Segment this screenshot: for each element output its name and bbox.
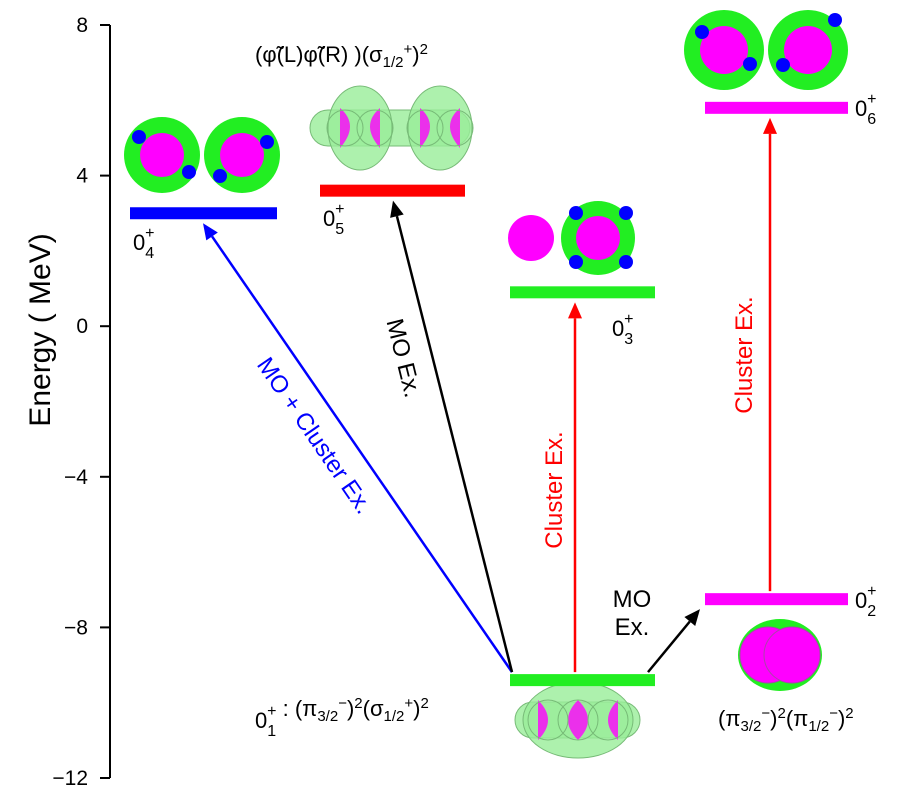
level-sub: 2: [867, 603, 876, 620]
formula-sup: 2: [845, 705, 853, 722]
arrow-head: [390, 201, 404, 218]
arrow-head: [763, 118, 777, 134]
transition-arrow: [212, 236, 512, 672]
y-tick-label: 8: [76, 14, 88, 37]
label-line: Ex.: [615, 614, 650, 641]
formula-text: ): [412, 42, 419, 67]
level-sup: +: [145, 225, 154, 242]
formula-sub: 1/2: [808, 718, 829, 735]
y-tick-label: 4: [76, 165, 88, 188]
level-sup: +: [624, 311, 633, 328]
formula-sup: 2: [777, 705, 785, 722]
formula-sup: +: [404, 695, 413, 712]
level-sup: +: [267, 703, 276, 720]
formula-text: (π: [786, 706, 809, 731]
icon-01: [515, 682, 640, 758]
arrow-head: [203, 223, 218, 240]
transition-label: Cluster Ex.: [731, 296, 758, 413]
formula-sub: 1/2: [383, 54, 404, 71]
level-label: 03 +: [612, 311, 634, 348]
formula-sup: 2: [420, 41, 428, 58]
level-sub: 4: [145, 245, 154, 262]
formula-text: ): [413, 696, 420, 721]
energy-level: [130, 207, 277, 219]
level-sup: +: [867, 91, 876, 108]
icon-04: [124, 117, 280, 193]
formula-sup: −: [338, 695, 347, 712]
level-sub: 3: [624, 331, 633, 348]
level-label: 04 +: [133, 225, 155, 262]
formula-text: (π: [718, 706, 741, 731]
level-name: 0: [323, 206, 335, 231]
y-tick-label: 0: [76, 315, 88, 338]
label-line: MO Ex.: [380, 316, 426, 400]
icon-05: [310, 86, 473, 170]
level-label: 02 +: [855, 583, 877, 620]
transition-label: MO Ex.: [380, 316, 426, 400]
transition-arrow: [397, 216, 512, 672]
label-line: Cluster Ex.: [731, 296, 758, 413]
formula-text: (σ: [363, 696, 384, 721]
formula-text: (φ̃(L)φ̃(R) )(σ: [255, 42, 383, 67]
level-label: 05 +: [323, 201, 345, 238]
formula-text: ): [770, 706, 777, 731]
level-sub: 6: [867, 111, 876, 128]
level-name: 0: [855, 96, 867, 121]
arrow-head: [568, 302, 582, 318]
configuration: (φ̃(L)φ̃(R) )(σ1/2+)2: [255, 41, 428, 71]
formula-sub: 1/2: [384, 708, 405, 725]
level-name: 0: [133, 230, 145, 255]
level-label: 01+ : (π3/2−)2(σ1/2+)2: [255, 695, 429, 740]
transition-label: Cluster Ex.: [541, 431, 568, 548]
level-sup: +: [867, 583, 876, 600]
formula-sub: 3/2: [741, 718, 762, 735]
formula-sup: 2: [354, 695, 362, 712]
y-tick-label: −12: [52, 767, 88, 790]
transition-arrow: [648, 621, 690, 672]
y-tick-label: −8: [64, 616, 88, 639]
formula-sup: 2: [421, 695, 429, 712]
formula-sup: +: [404, 41, 413, 58]
formula-sub: 3/2: [317, 708, 338, 725]
y-tick-label: −4: [64, 466, 88, 489]
label-line: Cluster Ex.: [541, 431, 568, 548]
configuration: (π3/2−)2(π1/2−)2: [718, 705, 854, 735]
label-line: MO: [613, 586, 652, 613]
level-sup: +: [335, 201, 344, 218]
y-axis-title: Energy ( MeV): [24, 233, 57, 426]
formula-text: ): [838, 706, 845, 731]
energy-level: [510, 286, 655, 298]
formula-sup: −: [829, 705, 838, 722]
label-line: MO + Cluster Ex.: [251, 353, 377, 519]
chart: Energy ( MeV) −12−8−404801+ : (π3/2−)2(σ…: [0, 0, 911, 794]
energy-level: [705, 102, 848, 114]
icon-06: [684, 10, 848, 90]
energy-level: [510, 674, 655, 686]
level-name: 0: [255, 708, 267, 733]
level-sub: 5: [335, 221, 344, 238]
formula-text: : (π: [277, 696, 318, 721]
formula-sup: −: [761, 705, 770, 722]
icon-03: [508, 201, 635, 275]
icon-02: [738, 619, 822, 691]
energy-level: [320, 185, 465, 197]
formula-text: ): [347, 696, 354, 721]
transition-label: MO + Cluster Ex.: [251, 353, 377, 519]
level-name: 0: [612, 316, 624, 341]
energy-level: [705, 593, 848, 605]
level-label: 06 +: [855, 91, 877, 128]
level-name: 0: [855, 588, 867, 613]
level-sub: 1: [267, 723, 276, 740]
